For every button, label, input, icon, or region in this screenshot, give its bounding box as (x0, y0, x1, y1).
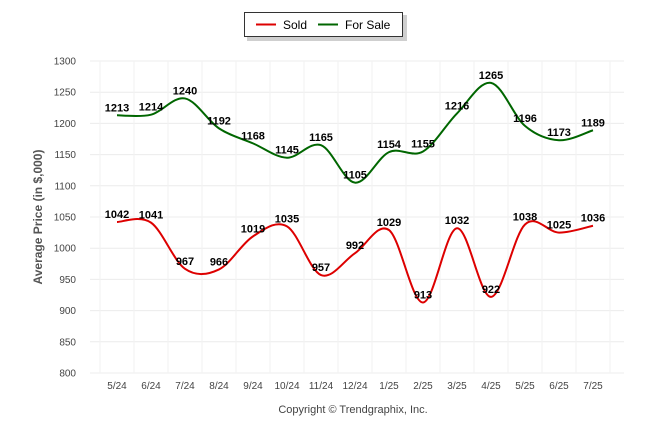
series-line-sold (116, 218, 594, 304)
data-label: 957 (312, 262, 330, 274)
y-tick-label: 1100 (54, 181, 76, 192)
data-label: 1035 (275, 213, 299, 225)
data-label: 1036 (581, 213, 605, 225)
data-label: 1168 (241, 130, 265, 142)
data-label: 1165 (309, 132, 333, 144)
x-tick-label: 5/25 (515, 381, 535, 392)
y-tick-label: 950 (59, 275, 76, 286)
y-tick-label: 1150 (54, 150, 76, 161)
data-label: 1214 (139, 102, 164, 114)
y-axis-title: Average Price (in $,000) (31, 150, 45, 285)
data-label: 1032 (445, 215, 469, 227)
grid (90, 60, 624, 374)
x-tick-label: 12/24 (342, 381, 367, 392)
data-label: 992 (346, 240, 364, 252)
series-lines (116, 81, 594, 304)
data-label: 1038 (513, 211, 537, 223)
x-tick-label: 2/25 (413, 381, 433, 392)
y-tick-label: 1050 (54, 213, 77, 224)
x-tick-label: 7/25 (583, 381, 603, 392)
data-label: 1216 (445, 100, 469, 112)
x-tick-label: 9/24 (243, 381, 263, 392)
y-tick-label: 1200 (54, 119, 77, 130)
data-label: 922 (482, 284, 500, 296)
y-axis-ticks: 800 850 900 950 1000 1050 1100 1150 1200 1250 1300 (54, 57, 77, 380)
y-tick-label: 800 (59, 369, 76, 380)
legend: Sold For Sale (244, 12, 407, 41)
y-tick-label: 1000 (54, 244, 77, 255)
data-label: 913 (414, 289, 432, 301)
data-label: 1029 (377, 217, 401, 229)
data-label: 1173 (547, 127, 571, 139)
y-tick-label: 1300 (54, 57, 77, 68)
data-label: 1192 (207, 115, 231, 127)
data-label: 1025 (547, 220, 571, 232)
x-tick-label: 5/24 (107, 381, 127, 392)
data-label: 1213 (105, 102, 129, 114)
y-tick-label: 850 (59, 337, 76, 348)
data-label: 1145 (275, 145, 299, 157)
y-tick-label: 1250 (54, 88, 77, 99)
data-label: 1196 (513, 113, 537, 125)
data-labels: 1042 1041 967 966 1019 1035 957 992 1029 913 1032 9… (105, 70, 605, 302)
data-label: 1041 (139, 210, 163, 222)
x-tick-label: 3/25 (447, 381, 467, 392)
data-label: 1019 (241, 223, 265, 235)
copyright-footer: Copyright © Trendgraphix, Inc. (278, 404, 427, 416)
x-tick-label: 8/24 (209, 381, 229, 392)
x-tick-label: 10/24 (274, 381, 299, 392)
data-label: 1240 (173, 85, 197, 97)
legend-label-sold: Sold (283, 18, 307, 32)
data-label: 1189 (581, 117, 605, 129)
x-axis-ticks: 5/24 6/24 7/24 8/24 9/24 10/24 11/24 12/24 1/25 2… (107, 381, 603, 392)
data-label: 1105 (343, 170, 367, 182)
x-tick-label: 4/25 (481, 381, 501, 392)
x-tick-label: 7/24 (175, 381, 195, 392)
x-tick-label: 6/25 (549, 381, 569, 392)
data-label: 1155 (411, 138, 435, 150)
x-tick-label: 1/25 (379, 381, 399, 392)
y-tick-label: 900 (59, 306, 76, 317)
x-tick-label: 11/24 (309, 381, 334, 392)
data-label: 966 (210, 256, 228, 268)
series-line-for-sale (116, 81, 594, 184)
data-label: 1265 (479, 70, 503, 82)
data-label: 1154 (377, 139, 402, 151)
legend-label-for-sale: For Sale (345, 18, 391, 32)
data-label: 967 (176, 256, 194, 268)
x-tick-label: 6/24 (141, 381, 161, 392)
data-label: 1042 (105, 209, 129, 221)
